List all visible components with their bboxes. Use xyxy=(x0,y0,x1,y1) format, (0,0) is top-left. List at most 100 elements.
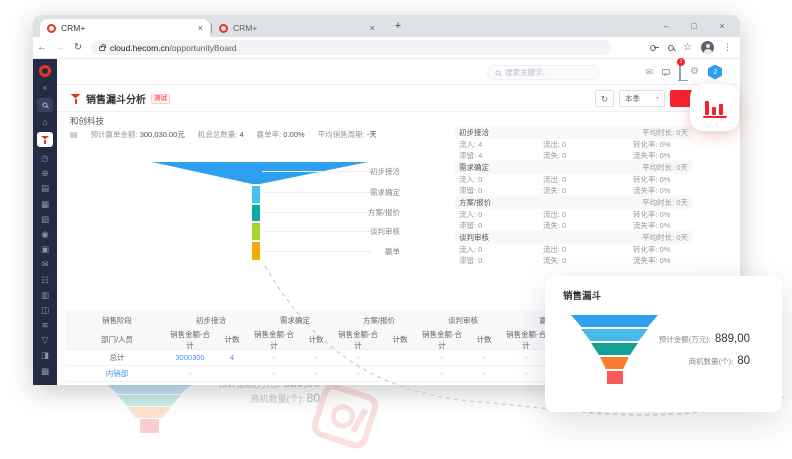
table-cell: - xyxy=(272,369,276,378)
funnel-stage-shape-1[interactable] xyxy=(152,162,368,184)
stage-stat-row: 流入: 4 流出: 0 转化率: 0% xyxy=(455,139,692,150)
sidebar-module-icon[interactable]: ◉ xyxy=(41,228,49,239)
back-button[interactable]: ← xyxy=(37,42,47,53)
stage-stat-row: 滞留: 0 流失: 0 流失率: 0% xyxy=(455,220,692,231)
url-path: /opportunityBoard xyxy=(169,42,237,53)
sidebar-search-button[interactable] xyxy=(37,98,53,112)
browser-toolbar: ← → ↻ cloud.hecom.cn/opportunityBoard ☆ … xyxy=(33,37,740,59)
funnel-stage-label: 谈判审核 xyxy=(370,227,400,236)
inbox-icon[interactable]: ✉ xyxy=(645,66,654,77)
sidebar-module-icon[interactable]: ◨ xyxy=(40,350,50,361)
column-header: 部门/人员 xyxy=(65,330,169,350)
table-cell-link[interactable]: 3000300 xyxy=(175,353,205,362)
popup-metric-count: 商机数量(个): 80 xyxy=(659,351,750,369)
summary-item: 预计赢单金额: 300,030.00元 xyxy=(91,129,185,140)
lock-icon xyxy=(99,44,106,51)
summary-value: 4 xyxy=(239,130,244,139)
tab-close-icon[interactable]: × xyxy=(369,23,375,33)
password-key-icon[interactable] xyxy=(650,43,660,52)
stat-cell: 流入: 0 xyxy=(459,209,483,219)
sidebar-item-home[interactable]: ⌂ xyxy=(42,117,48,127)
refresh-button[interactable]: ↻ xyxy=(595,90,614,107)
stat-cell: 流失: 0 xyxy=(543,150,567,160)
stat-cell: 转化率: 0% xyxy=(633,174,671,184)
sidebar-collapse-icon[interactable]: « xyxy=(42,83,48,92)
sidebar-module-icon[interactable]: ☷ xyxy=(41,274,49,285)
stage-duration: 平均时长: 0天 xyxy=(642,163,688,172)
sidebar-module-icon[interactable]: ▤ xyxy=(40,183,50,194)
sidebar-module-icon[interactable]: ▩ xyxy=(40,365,50,376)
browser-tab-inactive[interactable]: CRM+ × xyxy=(212,19,382,37)
reload-button[interactable]: ↻ xyxy=(73,42,83,53)
sidebar-module-icon[interactable]: ▦ xyxy=(40,198,50,209)
notification-bell[interactable]: 1 xyxy=(677,58,686,81)
chat-icon[interactable] xyxy=(662,69,671,75)
close-button[interactable]: × xyxy=(719,21,725,31)
row-label-link[interactable]: 内销部 xyxy=(105,369,129,378)
new-tab-button[interactable]: + xyxy=(394,20,402,32)
table-cell: - xyxy=(314,353,318,362)
sidebar-module-icon[interactable]: ▥ xyxy=(40,289,50,300)
stat-cell: 流出: 0 xyxy=(543,244,567,254)
stat-cell: 转化率: 0% xyxy=(633,139,671,149)
sidebar-item-funnel-analysis-active[interactable] xyxy=(37,132,53,147)
funnel-leader-line xyxy=(262,212,372,213)
funnel-stage-shape-5[interactable] xyxy=(252,242,260,260)
sidebar-module-icon[interactable]: ▧ xyxy=(40,213,50,224)
search-icon[interactable] xyxy=(668,44,675,51)
tab-close-icon[interactable]: × xyxy=(197,23,203,33)
funnel-leader-line xyxy=(262,171,372,172)
group-header: 谈判审核 xyxy=(448,315,478,325)
funnel-stage-shape-4[interactable] xyxy=(252,223,260,240)
ghost-metric-count: 商机数量(个): 80 xyxy=(170,392,320,405)
stage-section-header: 需求确定 平均时长: 0天 xyxy=(455,161,692,174)
ghost-funnel-segment xyxy=(139,419,159,433)
company-name: 和创科技 xyxy=(70,116,105,126)
forward-button[interactable]: → xyxy=(55,42,65,53)
funnel-stage-shape-3[interactable] xyxy=(252,205,260,221)
search-input[interactable] xyxy=(505,68,585,77)
address-bar[interactable]: cloud.hecom.cn/opportunityBoard xyxy=(91,40,611,55)
menu-dots-icon[interactable]: ⋮ xyxy=(723,42,732,52)
sidebar-module-icon[interactable]: ✉ xyxy=(41,259,49,270)
sidebar-module-icon[interactable]: ▽ xyxy=(41,335,49,346)
funnel-stage-label: 需求确定 xyxy=(370,188,400,197)
sidebar-module-icon[interactable]: ⊕ xyxy=(41,168,49,179)
sidebar-module-icon[interactable]: ▣ xyxy=(40,244,50,255)
table-cell: - xyxy=(482,353,486,362)
popup-funnel-segment-2 xyxy=(581,329,648,341)
browser-tab-active[interactable]: CRM+ × xyxy=(40,19,210,37)
global-search[interactable] xyxy=(487,65,599,80)
maximize-button[interactable]: □ xyxy=(691,21,697,31)
profile-avatar-icon[interactable] xyxy=(701,41,714,54)
stat-cell: 滞留: 0 xyxy=(459,220,483,230)
sidebar-module-icon[interactable]: ◷ xyxy=(41,153,49,163)
sidebar-module-list: ◷ ⊕ ▤ ▦ ▧ ◉ ▣ ✉ ☷ ▥ ◫ ≋ ▽ ◨ ▩ xyxy=(41,154,49,376)
minimize-button[interactable]: – xyxy=(663,21,669,31)
table-cell: - xyxy=(356,353,360,362)
subcolumn-header: 计数 xyxy=(211,330,253,350)
page-header: 销售漏斗分析 测试 ↻ 本季 ▾ xyxy=(57,85,740,112)
table-cell: - xyxy=(230,369,234,378)
stat-cell: 滞留: 0 xyxy=(459,255,483,265)
table-cell-link[interactable]: 4 xyxy=(229,353,235,362)
settings-gear-icon[interactable]: ⚙ xyxy=(690,66,699,77)
sidebar-module-icon[interactable]: ◫ xyxy=(40,304,50,315)
user-avatar[interactable]: J xyxy=(708,64,722,80)
stat-cell: 转化率: 0% xyxy=(633,209,671,219)
bookmark-star-icon[interactable]: ☆ xyxy=(683,41,692,53)
table-cell: - xyxy=(356,369,360,378)
table-cell: - xyxy=(524,353,528,362)
funnel-stage-shape-2[interactable] xyxy=(252,186,260,203)
stat-cell: 流出: 0 xyxy=(543,209,567,219)
popup-funnel-segment-3 xyxy=(591,343,638,355)
sidebar-module-icon[interactable]: ≋ xyxy=(41,320,49,331)
summary-item: 赢单率: 0.00% xyxy=(257,129,305,140)
funnel-leader-line xyxy=(262,251,372,252)
floating-report-card[interactable] xyxy=(690,84,739,131)
page-header-right: ↻ 本季 ▾ xyxy=(595,90,700,107)
period-select[interactable]: 本季 ▾ xyxy=(619,90,665,107)
crm-favicon xyxy=(47,23,56,33)
stat-cell: 转化率: 0% xyxy=(633,244,671,254)
page-title: 销售漏斗分析 xyxy=(86,95,146,106)
